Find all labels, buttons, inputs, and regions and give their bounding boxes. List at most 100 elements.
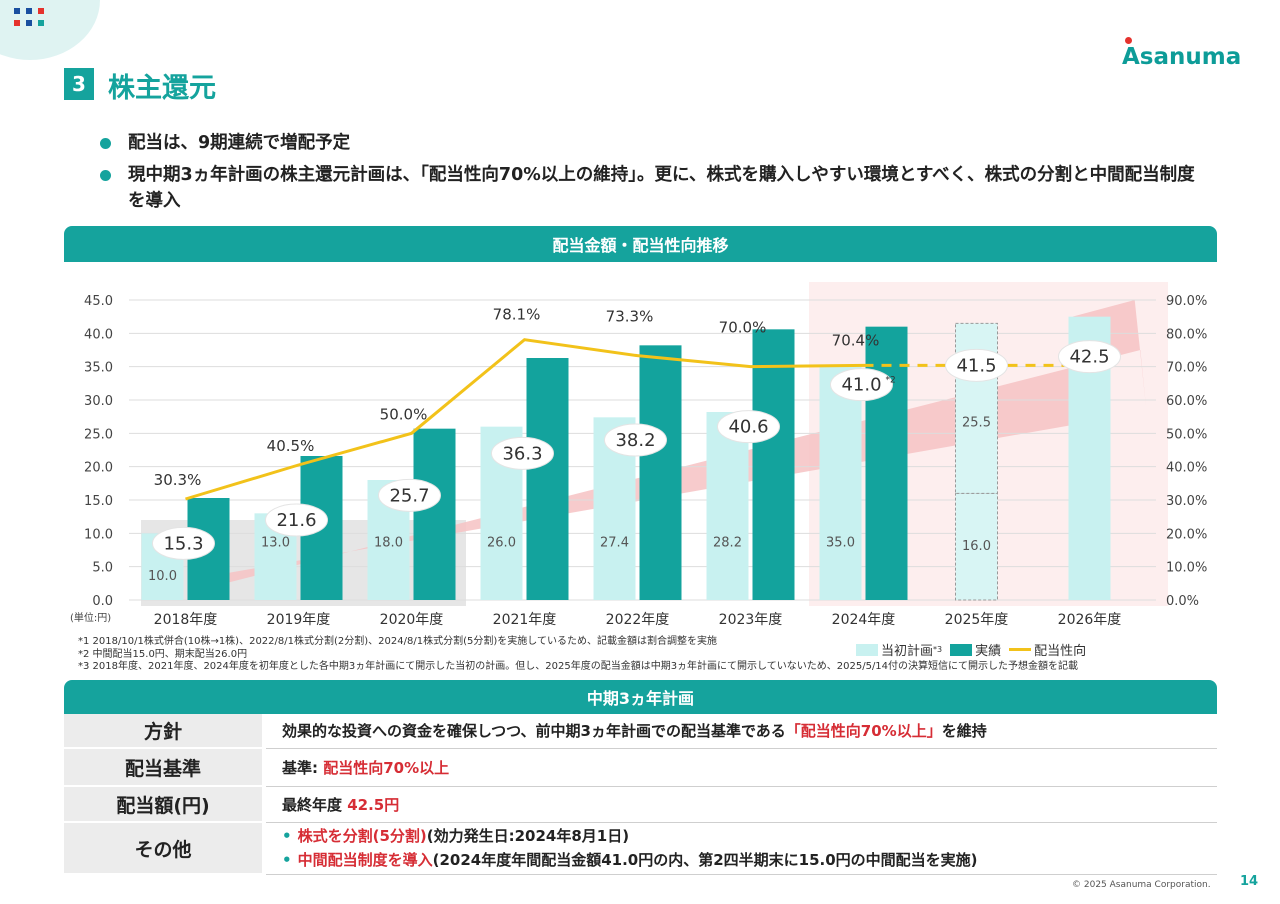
y-left-tick-label: 5.0 (92, 561, 113, 576)
table-row: 方針 効果的な投資への資金を確保しつつ、前中期3ヵ年計画での配当基準である「配当… (64, 714, 1217, 749)
legend-plan: 当初計画 *3 (856, 640, 942, 659)
actual-value-label-bubble (265, 503, 328, 537)
plan-bar (819, 366, 862, 600)
company-logo: Asanuma (1122, 37, 1241, 70)
actual-value-label-footnote-mark: *2 (886, 376, 896, 386)
actual-value-label: 21.6 (276, 510, 316, 531)
forecast-total-label: 41.5 (956, 355, 996, 376)
actual-value-label: 36.3 (502, 443, 542, 464)
payout-label: 50.0% (380, 405, 428, 423)
actual-bar (865, 326, 908, 600)
x-tick-label: 2022年度 (606, 612, 670, 628)
plan-bar-label: 28.2 (713, 536, 742, 551)
y-right-tick-label: 10.0% (1166, 561, 1207, 576)
plan-bar-label: 26.0 (487, 536, 516, 551)
payout-label: 70.0% (719, 319, 767, 337)
unit-label: (単位:円) (70, 611, 111, 624)
y-right-tick-label: 20.0% (1166, 527, 1207, 542)
plan-2026-label-bubble (1058, 340, 1121, 374)
forecast-total-label-bubble (945, 348, 1008, 382)
legend-payout: 配当性向 (1009, 640, 1086, 659)
table-row: 配当額(円) 最終年度 42.5円 (64, 786, 1217, 823)
page-title: 株主還元 (108, 73, 216, 104)
x-tick-label: 2026年度 (1058, 612, 1122, 628)
chart-header: 配当金額・配当性向推移 (64, 226, 1217, 262)
y-right-tick-label: 30.0% (1166, 494, 1207, 509)
copyright: © 2025 Asanuma Corporation. (1072, 880, 1211, 890)
y-left-tick-label: 15.0 (84, 494, 113, 509)
table-row: その他 • 株式を分割(5分割)(効力発生日:2024年8月1日) • 中間配当制度… (64, 822, 1217, 875)
actual-value-label-bubble (378, 478, 441, 512)
bullet-item: 配当は、9期連続で増配予定 (98, 130, 1208, 156)
plan-bar-label: 27.4 (600, 536, 629, 551)
chart-legend: 当初計画 *3 実績 配当性向 (856, 640, 1094, 659)
plan-header: 中期3ヵ年計画 (64, 680, 1217, 714)
x-tick-label: 2020年度 (380, 612, 444, 628)
y-left-tick-label: 30.0 (84, 394, 113, 409)
logo-dot-icon (1125, 37, 1132, 44)
row-content: 最終年度 42.5円 (262, 786, 1217, 823)
plan-bar-label: 18.0 (374, 536, 403, 551)
payout-label: 40.5% (267, 437, 315, 455)
payout-line (185, 338, 864, 501)
actual-bar (639, 345, 682, 600)
y-right-tick-label: 50.0% (1166, 427, 1207, 442)
y-left-tick-label: 20.0 (84, 461, 113, 476)
row-content: 基準: 配当性向70%以上 (262, 748, 1217, 787)
plan-2026-label: 42.5 (1069, 347, 1109, 368)
forecast-lower-label: 16.0 (962, 539, 991, 554)
x-tick-label: 2025年度 (945, 612, 1009, 628)
actual-value-label: 25.7 (389, 485, 429, 506)
plan-bar-label: 10.0 (148, 569, 177, 584)
x-tick-label: 2018年度 (154, 612, 218, 628)
payout-label: 78.1% (493, 306, 541, 324)
legend-actual: 実績 (950, 640, 1001, 659)
x-tick-label: 2019年度 (267, 612, 331, 628)
actual-value-label-bubble (830, 368, 893, 402)
footnote: *3 2018年度、2021年度、2024年度を初年度とした各中期3ヵ年計画にて… (78, 661, 1079, 672)
footnote: *1 2018/10/1株式併合(10株→1株)、2022/8/1株式分割(2分… (78, 636, 717, 647)
actual-value-label: 40.6 (728, 417, 768, 438)
y-right-tick-label: 40.0% (1166, 461, 1207, 476)
actual-value-label: 38.2 (615, 430, 655, 451)
y-left-tick-label: 10.0 (84, 527, 113, 542)
plan-bar-label: 35.0 (826, 536, 855, 551)
actual-bar (526, 358, 569, 600)
forecast-upper-label: 25.5 (962, 416, 991, 431)
row-content: • 株式を分割(5分割)(効力発生日:2024年8月1日) • 中間配当制度を導入(… (262, 822, 1217, 875)
y-left-tick-label: 0.0 (92, 594, 113, 609)
actual-value-label: 15.3 (163, 533, 203, 554)
x-tick-label: 2021年度 (493, 612, 557, 628)
actual-value-label-bubble (604, 423, 667, 457)
y-right-tick-label: 90.0% (1166, 294, 1207, 309)
actual-bar (413, 428, 456, 600)
y-right-tick-label: 80.0% (1166, 327, 1207, 342)
y-right-tick-label: 70.0% (1166, 361, 1207, 376)
payout-label: 30.3% (154, 471, 202, 489)
y-right-tick-label: 0.0% (1166, 594, 1199, 609)
y-left-tick-label: 45.0 (84, 294, 113, 309)
y-right-tick-label: 60.0% (1166, 394, 1207, 409)
section-number: 3 (64, 68, 94, 100)
plan-table: 方針 効果的な投資への資金を確保しつつ、前中期3ヵ年計画での配当基準である「配当… (64, 714, 1217, 875)
page-number: 14 (1240, 874, 1259, 889)
actual-bar (752, 329, 795, 600)
table-row: 配当基準 基準: 配当性向70%以上 (64, 748, 1217, 787)
actual-value-label-bubble (152, 526, 215, 560)
y-left-tick-label: 25.0 (84, 427, 113, 442)
actual-value-label-bubble (491, 436, 554, 470)
row-label: 方針 (64, 714, 264, 749)
actual-value-label: 41.0 (841, 375, 881, 396)
row-label: 配当基準 (64, 748, 264, 787)
footnotes: *1 2018/10/1株式併合(10株→1株)、2022/8/1株式分割(2分… (78, 636, 1078, 674)
dividend-chart: 0.0 5.0 10.0 15.0 20.0 25.0 30.0 35.0 40.0 45.0 0.… (70, 282, 1207, 628)
row-content: 効果的な投資への資金を確保しつつ、前中期3ヵ年計画での配当基準である「配当性向7… (262, 714, 1217, 749)
x-tick-label: 2023年度 (719, 612, 783, 628)
actual-value-label-bubble (717, 410, 780, 444)
payout-label: 70.4% (832, 331, 880, 349)
row-label: その他 (64, 822, 264, 875)
x-tick-label: 2024年度 (832, 612, 896, 628)
row-label: 配当額(円) (64, 786, 264, 823)
y-left-tick-label: 35.0 (84, 361, 113, 376)
footnote: *2 中間配当15.0円、期末配当26.0円 (78, 648, 248, 660)
